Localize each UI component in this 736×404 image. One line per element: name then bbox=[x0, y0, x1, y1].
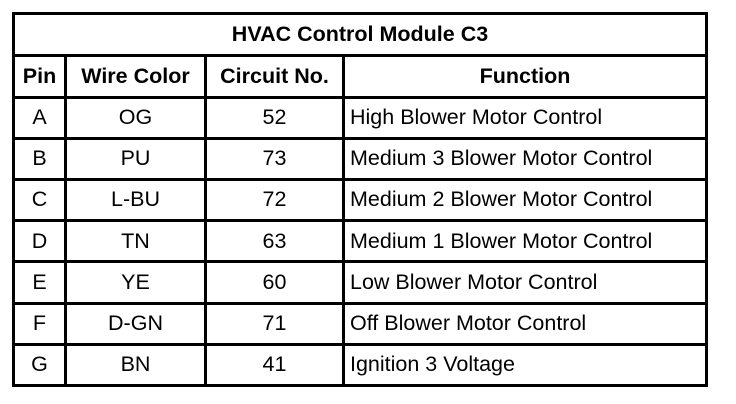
wire-color-cell: L-BU bbox=[64, 177, 207, 223]
function-cell: Medium 3 Blower Motor Control bbox=[342, 136, 708, 181]
function-cell: Off Blower Motor Control bbox=[342, 301, 708, 346]
circuit-cell: 73 bbox=[204, 136, 345, 181]
pin-cell: A bbox=[12, 95, 67, 140]
table-row: B PU 73 Medium 3 Blower Motor Control bbox=[12, 136, 708, 181]
circuit-cell: 72 bbox=[204, 177, 345, 223]
table-row: G BN 41 Ignition 3 Voltage bbox=[12, 342, 708, 388]
wire-color-cell: PU bbox=[64, 136, 207, 181]
header-circuit-no: Circuit No. bbox=[204, 54, 345, 99]
function-cell: Medium 2 Blower Motor Control bbox=[342, 177, 708, 223]
pin-cell: G bbox=[12, 342, 67, 388]
circuit-cell: 63 bbox=[204, 219, 345, 264]
wire-color-cell: OG bbox=[64, 95, 207, 140]
function-cell: High Blower Motor Control bbox=[342, 95, 708, 140]
connector-table: HVAC Control Module C3 Pin Wire Color Ci… bbox=[12, 11, 708, 388]
table-title: HVAC Control Module C3 bbox=[12, 11, 708, 58]
pin-cell: C bbox=[12, 177, 67, 223]
function-cell: Ignition 3 Voltage bbox=[342, 342, 708, 388]
header-row: Pin Wire Color Circuit No. Function bbox=[12, 54, 708, 99]
wire-color-cell: D-GN bbox=[64, 301, 207, 346]
header-pin: Pin bbox=[12, 54, 67, 99]
circuit-cell: 60 bbox=[204, 260, 345, 305]
function-cell: Low Blower Motor Control bbox=[342, 260, 708, 305]
pin-cell: D bbox=[12, 219, 67, 264]
title-row: HVAC Control Module C3 bbox=[12, 11, 708, 58]
wire-color-cell: TN bbox=[64, 219, 207, 264]
table-row: E YE 60 Low Blower Motor Control bbox=[12, 260, 708, 305]
pin-cell: F bbox=[12, 301, 67, 346]
header-function: Function bbox=[342, 54, 708, 99]
table-row: C L-BU 72 Medium 2 Blower Motor Control bbox=[12, 177, 708, 223]
function-cell: Medium 1 Blower Motor Control bbox=[342, 219, 708, 264]
circuit-cell: 41 bbox=[204, 342, 345, 388]
header-wire-color: Wire Color bbox=[64, 54, 207, 99]
wire-color-cell: YE bbox=[64, 260, 207, 305]
wire-color-cell: BN bbox=[64, 342, 207, 388]
table-row: F D-GN 71 Off Blower Motor Control bbox=[12, 301, 708, 346]
circuit-cell: 71 bbox=[204, 301, 345, 346]
pin-cell: B bbox=[12, 136, 67, 181]
table-row: D TN 63 Medium 1 Blower Motor Control bbox=[12, 219, 708, 264]
circuit-cell: 52 bbox=[204, 95, 345, 140]
table-row: A OG 52 High Blower Motor Control bbox=[12, 95, 708, 140]
pin-cell: E bbox=[12, 260, 67, 305]
